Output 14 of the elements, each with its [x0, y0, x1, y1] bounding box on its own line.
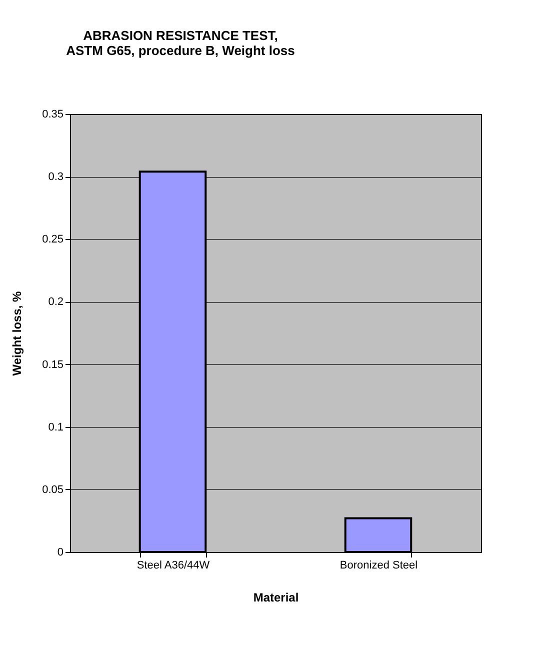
- y-tick-label: 0.3: [48, 171, 64, 184]
- text: ASTM G65, procedure B, Weight loss: [66, 43, 295, 58]
- text: ABRASION RESISTANCE TEST,: [83, 28, 278, 43]
- x-tick-label: Steel A36/44W: [136, 560, 210, 572]
- y-tick-label: 0.35: [42, 108, 64, 120]
- x-tick-label: Boronized Steel: [340, 560, 418, 572]
- y-tick-label: 0.25: [42, 234, 64, 246]
- y-tick-label: 0.15: [42, 358, 64, 371]
- x-axis-title: Material: [253, 590, 299, 604]
- y-tick-label: 0.05: [42, 484, 64, 496]
- y-tick-label: 0.1: [48, 421, 64, 434]
- y-tick-label: 0: [57, 546, 64, 558]
- y-tick-label: 0.2: [48, 296, 64, 308]
- y-axis-title: Weight loss, %: [10, 290, 24, 376]
